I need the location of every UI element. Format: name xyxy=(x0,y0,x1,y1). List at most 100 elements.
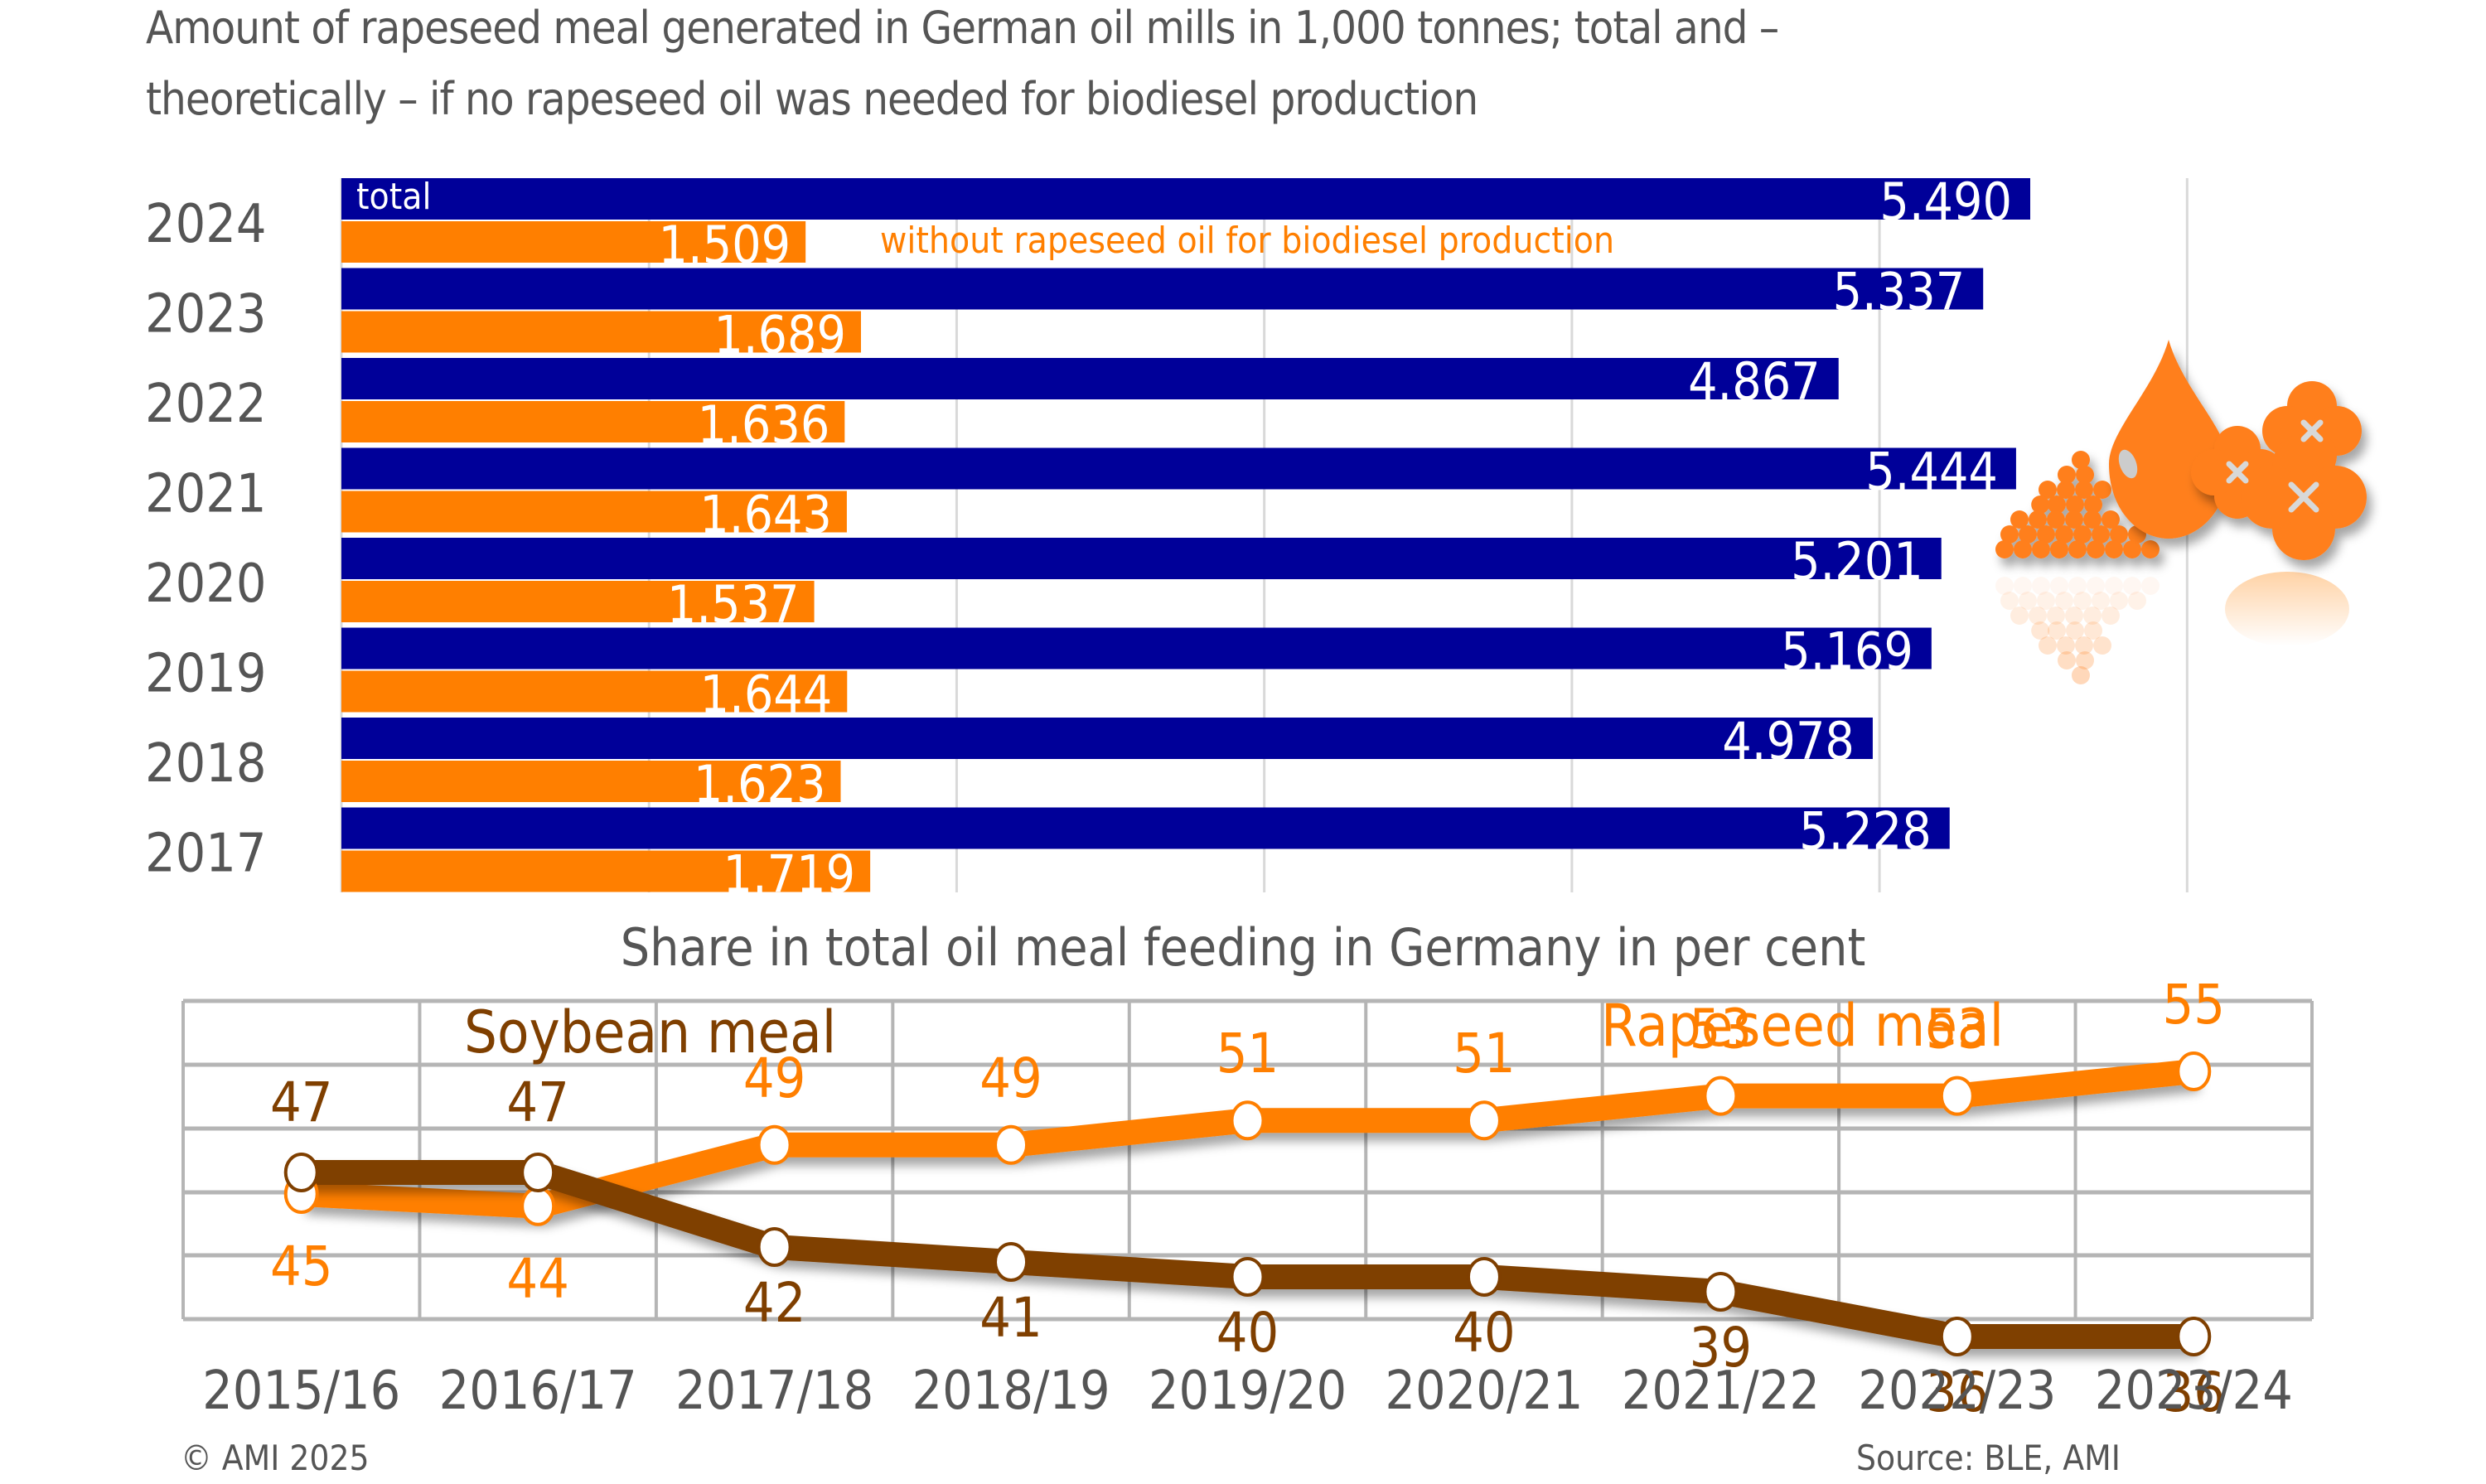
seed-reflection xyxy=(2037,592,2055,610)
seed-reflection xyxy=(2076,651,2094,669)
seed-reflection xyxy=(2087,577,2105,595)
bar-without-value: 1.643 xyxy=(699,485,832,545)
seed xyxy=(2087,540,2105,558)
rapeseed-value-label: 51 xyxy=(1453,1022,1516,1085)
soybean-value-label: 47 xyxy=(506,1071,569,1134)
chart-title-line1: Amount of rapeseed meal generated in Ger… xyxy=(146,2,1779,54)
seed-reflection xyxy=(2072,666,2090,684)
seed-reflection xyxy=(2101,607,2120,625)
seed-reflection xyxy=(2029,607,2047,625)
soybean-value-label: 39 xyxy=(1690,1316,1753,1380)
bar-total xyxy=(341,358,1839,399)
seed xyxy=(2000,525,2019,544)
soybean-point xyxy=(994,1242,1029,1282)
seed xyxy=(2105,540,2123,558)
seed xyxy=(2075,481,2093,499)
rapeseed-value-label: 51 xyxy=(1216,1022,1279,1085)
seed-reflection xyxy=(2084,621,2102,640)
rapeseed-point xyxy=(2176,1051,2212,1091)
flower-stamens xyxy=(2226,419,2324,513)
seed xyxy=(2010,510,2029,529)
seed xyxy=(2072,451,2090,469)
rapeseed-point xyxy=(994,1124,1029,1165)
line-category-label: 2022/23 xyxy=(1858,1361,2056,1422)
bar-total-value: 5.490 xyxy=(1879,172,2012,232)
bar-without-biodiesel xyxy=(341,670,848,713)
seeds-reflection-icon xyxy=(1995,577,2160,684)
bar-total xyxy=(341,718,1873,759)
bar-total-value: 5.337 xyxy=(1833,262,1966,322)
bar-without-biodiesel xyxy=(341,311,861,353)
rapeseed-point xyxy=(1939,1076,1975,1116)
seed xyxy=(2141,540,2160,558)
seed-reflection xyxy=(2075,636,2093,655)
bar-without-value: 1.623 xyxy=(694,754,826,815)
bar-category-label: 2020 xyxy=(145,553,267,615)
bar-total xyxy=(341,627,1932,669)
soybean-point xyxy=(757,1227,792,1267)
seed-reflection xyxy=(2050,577,2068,595)
bar-category-label: 2022 xyxy=(145,374,267,435)
oil-drop-icon xyxy=(2109,340,2229,539)
seed-reflection xyxy=(1995,577,2014,595)
legend-without-biodiesel: without rapeseed oil for biodiesel produ… xyxy=(880,220,1614,262)
seed xyxy=(2101,510,2120,529)
seed-reflection xyxy=(2039,636,2057,655)
bar-total-value: 5.228 xyxy=(1799,801,1932,862)
seed-reflection xyxy=(2141,577,2160,595)
soybean-value-label: 36 xyxy=(1926,1361,1989,1424)
rapeseed-point xyxy=(1703,1076,1739,1116)
bar-without-value: 1.636 xyxy=(698,394,830,455)
seed xyxy=(2093,481,2111,499)
bar-total-value: 4.867 xyxy=(1688,351,1821,412)
seed-reflection xyxy=(2105,577,2123,595)
seed xyxy=(2057,481,2075,499)
seed xyxy=(2019,525,2037,544)
rapeseed-value-label: 44 xyxy=(506,1247,569,1311)
chart-title-line2: theoretically – if no rapeseed oil was n… xyxy=(146,73,1478,125)
rapeseed-value-label: 53 xyxy=(1690,998,1753,1061)
bar-total xyxy=(341,447,2016,490)
seed xyxy=(2068,540,2087,558)
bar-without-value: 1.537 xyxy=(667,574,800,635)
seed-reflection xyxy=(2068,577,2087,595)
soybean-point xyxy=(1939,1317,1975,1356)
seed-reflection xyxy=(2073,592,2092,610)
rapeseed-point xyxy=(757,1124,792,1165)
bar-without-biodiesel xyxy=(341,581,815,622)
soybean-value-label: 40 xyxy=(1453,1301,1516,1365)
soybean-point xyxy=(1466,1257,1502,1297)
bar-without-biodiesel xyxy=(341,221,806,263)
bar-total xyxy=(341,538,1942,579)
rapeseed-value-label: 55 xyxy=(2163,973,2226,1037)
soybean-value-label: 41 xyxy=(979,1286,1042,1350)
seed xyxy=(2047,510,2065,529)
bar-category-label: 2024 xyxy=(145,194,267,255)
seed-reflection xyxy=(2000,592,2019,610)
source: Source: BLE, AMI xyxy=(1856,1438,2121,1478)
seed xyxy=(2110,525,2128,544)
seed xyxy=(2092,525,2110,544)
seed-reflection xyxy=(2014,577,2032,595)
line-category-label: 2016/17 xyxy=(439,1361,637,1422)
rapeseed-point xyxy=(1466,1100,1502,1141)
bar-total xyxy=(341,178,2030,220)
seed-reflection xyxy=(2047,607,2065,625)
bar-total-value: 4.978 xyxy=(1722,711,1855,771)
line-category-label: 2017/18 xyxy=(675,1361,873,1422)
seed xyxy=(2076,466,2094,484)
bar-without-biodiesel xyxy=(341,491,847,533)
rapeseed-flower-icon xyxy=(2191,381,2367,560)
soybean-value-label: 36 xyxy=(2163,1361,2226,1424)
rapeseed-value-label: 49 xyxy=(743,1047,806,1110)
seed-reflection xyxy=(2031,621,2050,640)
seed xyxy=(2029,510,2047,529)
seed xyxy=(2050,540,2068,558)
line-category-label: 2019/20 xyxy=(1149,1361,1347,1422)
seed-reflection xyxy=(2032,577,2050,595)
soybean-point xyxy=(1230,1257,1265,1297)
bar-total-value: 5.169 xyxy=(1781,621,1913,682)
seed xyxy=(2037,525,2055,544)
seed-reflection xyxy=(2065,607,2083,625)
seed-reflection xyxy=(2058,651,2076,669)
